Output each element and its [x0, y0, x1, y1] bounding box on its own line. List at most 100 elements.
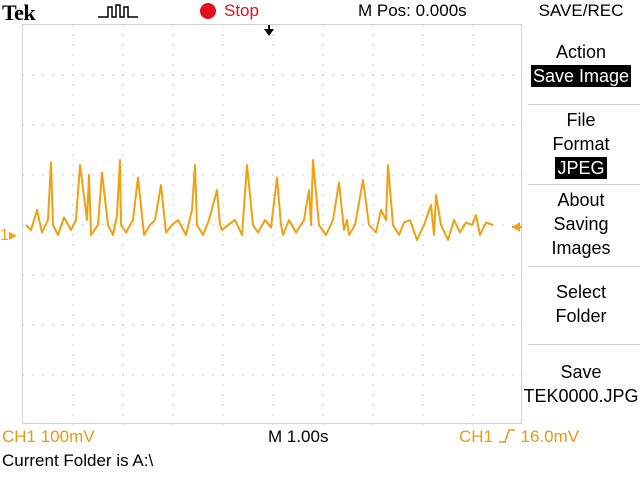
grid-dot	[422, 144, 424, 146]
grid-dot	[372, 244, 374, 246]
menu-about-saving-button[interactable]: About Saving Images	[522, 188, 640, 260]
grid-dot	[122, 294, 124, 296]
grid-dot	[372, 284, 374, 286]
grid-dot	[122, 64, 124, 66]
grid-dot	[522, 374, 523, 376]
grid-dot	[272, 364, 274, 366]
grid-dot	[102, 74, 104, 76]
grid-dot	[472, 164, 474, 166]
grid-dot	[162, 324, 164, 326]
grid-dot	[222, 164, 224, 166]
grid-dot	[122, 344, 124, 346]
grid-dot	[422, 84, 424, 86]
grid-dot	[72, 154, 74, 156]
grid-dot	[252, 274, 254, 276]
grid-dot	[322, 254, 324, 256]
channel-1-ground-marker: 1▸	[0, 227, 17, 244]
menu-action-button[interactable]: Action Save Image	[522, 40, 640, 88]
grid-dot	[222, 134, 224, 136]
grid-dot	[232, 124, 234, 126]
grid-dot	[23, 124, 24, 126]
grid-dot	[512, 274, 514, 276]
grid-dot	[23, 174, 24, 176]
grid-dot	[312, 74, 314, 76]
grid-dot	[202, 274, 204, 276]
grid-dot	[472, 344, 474, 346]
grid-dot	[82, 174, 84, 176]
grid-dot	[472, 184, 474, 186]
grid-dot	[472, 334, 474, 336]
grid-dot	[72, 314, 74, 316]
grid-dot	[102, 274, 104, 276]
trigger-position-marker-icon	[264, 25, 274, 36]
grid-dot	[52, 324, 54, 326]
grid-dot	[422, 94, 424, 96]
grid-dot	[122, 194, 124, 196]
grid-dot	[62, 124, 64, 126]
grid-dot	[212, 324, 214, 326]
grid-dot	[422, 164, 424, 166]
grid-dot	[23, 74, 24, 76]
grid-dot	[272, 284, 274, 286]
grid-dot	[122, 54, 124, 56]
grid-dot	[412, 74, 414, 76]
grid-dot	[312, 374, 314, 376]
grid-dot	[172, 84, 174, 86]
grid-dot	[112, 274, 114, 276]
grid-dot	[422, 114, 424, 116]
grid-dot	[262, 174, 264, 176]
grid-dot	[272, 234, 274, 236]
grid-dot	[162, 74, 164, 76]
grid-dot	[172, 264, 174, 266]
grid-dot	[412, 324, 414, 326]
grid-dot	[272, 194, 274, 196]
grid-dot	[372, 404, 374, 406]
horizontal-position-readout: M Pos: 0.000s	[358, 1, 467, 20]
grid-dot	[72, 404, 74, 406]
ch1-waveform-trace	[25, 159, 494, 241]
menu-select-folder-button[interactable]: Select Folder	[522, 280, 640, 328]
grid-dot	[222, 224, 224, 226]
grid-dot	[272, 134, 274, 136]
grid-dot	[322, 64, 324, 66]
grid-dot	[382, 274, 384, 276]
grid-dot	[342, 274, 344, 276]
grid-dot	[362, 124, 364, 126]
grid-dot	[292, 274, 294, 276]
grid-dot	[472, 134, 474, 136]
menu-file-format-button[interactable]: File Format JPEG	[522, 108, 640, 180]
grid-dot	[152, 374, 154, 376]
grid-dot	[72, 204, 74, 206]
grid-dot	[172, 424, 174, 425]
menu-item-value: Save Image	[530, 65, 632, 87]
menu-item-label: Action	[555, 42, 607, 62]
grid-dot	[72, 164, 74, 166]
grid-dot	[502, 74, 504, 76]
grid-dot	[442, 124, 444, 126]
grid-dot	[212, 374, 214, 376]
grid-dot	[23, 374, 24, 376]
menu-item-label: Select	[555, 282, 607, 302]
menu-save-button[interactable]: Save TEK0000.JPG	[522, 360, 640, 408]
grid-dot	[492, 124, 494, 126]
grid-dot	[72, 324, 74, 326]
grid-dot	[372, 184, 374, 186]
grid-dot	[322, 314, 324, 316]
grid-dot	[172, 314, 174, 316]
grid-dot	[422, 244, 424, 246]
grid-dot	[322, 404, 324, 406]
grid-dot	[482, 374, 484, 376]
grid-dot	[212, 174, 214, 176]
grid-dot	[342, 124, 344, 126]
grid-dot	[322, 344, 324, 346]
grid-dot	[272, 54, 274, 56]
ch1-scale-readout: CH1 100mV	[2, 427, 95, 446]
grid-dot	[23, 274, 24, 276]
grid-dot	[372, 234, 374, 236]
waveform-area	[25, 159, 494, 241]
grid-dot	[222, 314, 224, 316]
grid-dot	[72, 354, 74, 356]
grid-dot	[352, 174, 354, 176]
menu-divider	[528, 184, 640, 185]
grid-dot	[332, 174, 334, 176]
